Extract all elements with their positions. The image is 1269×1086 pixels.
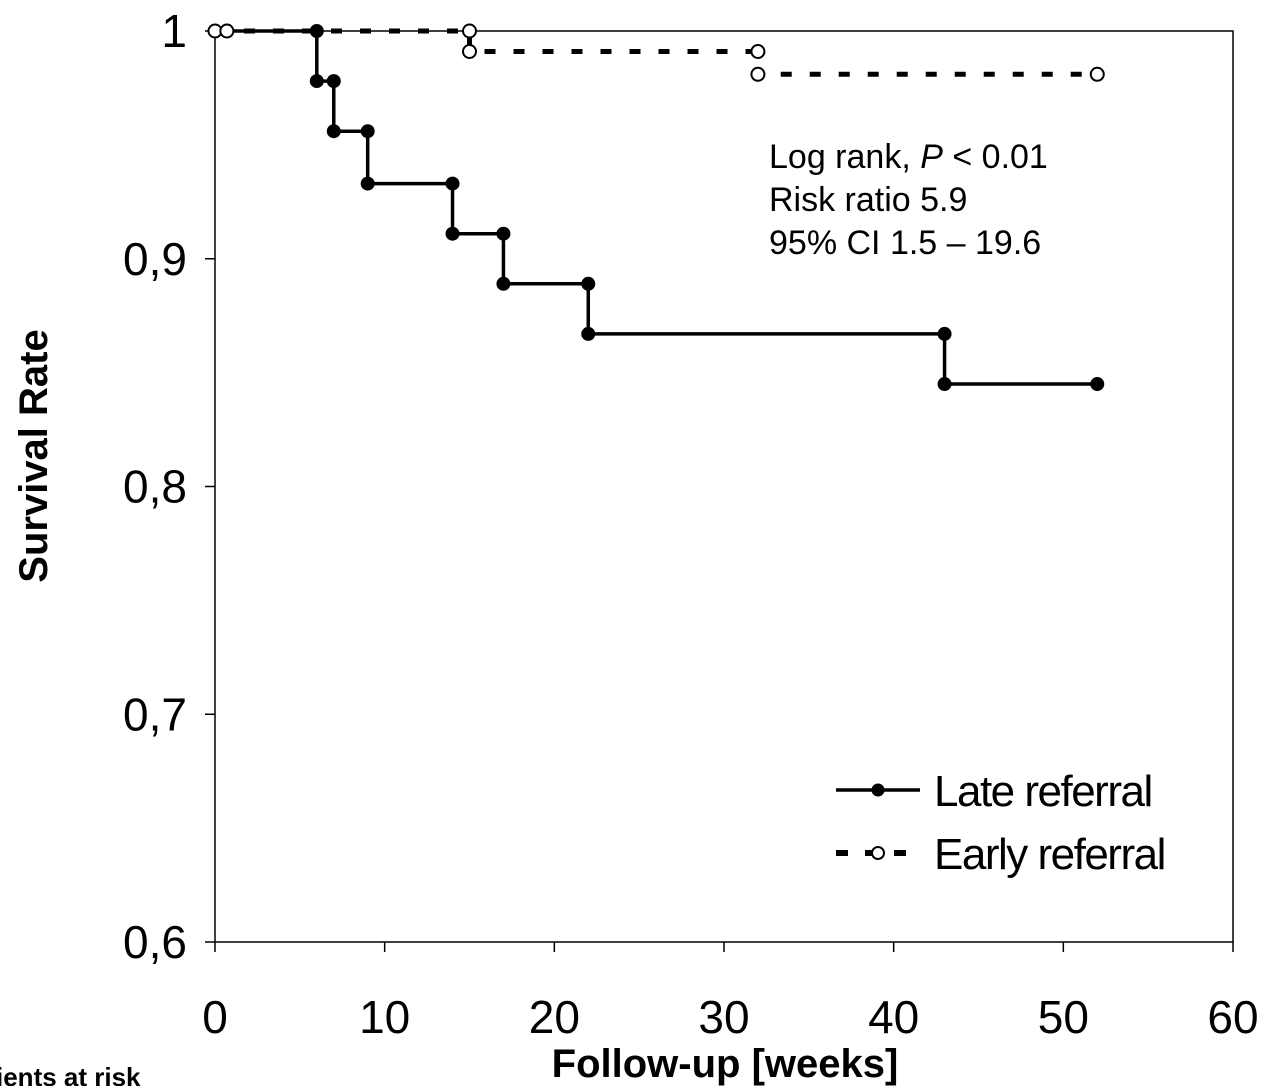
annotation-block: Log rank, P < 0.01 Risk ratio 5.9 95% CI… (769, 138, 1048, 262)
series-0-point-2 (309, 74, 324, 89)
legend: Late referral Early referral (836, 767, 1166, 879)
x-tick-label-2: 20 (529, 991, 580, 1043)
legend-entry-early-referral: Early referral (836, 830, 1166, 879)
series-0-point-5 (360, 124, 375, 139)
legend-label-late-referral: Late referral (934, 767, 1152, 816)
x-tick-label-4: 40 (868, 991, 919, 1043)
series-1-point-4 (750, 43, 766, 59)
series-1-point-6 (1089, 66, 1105, 82)
series-line-0 (215, 29, 1098, 386)
x-axis-title: Follow-up [weeks] (552, 1042, 899, 1086)
series-0-point-11 (581, 276, 596, 291)
legend-entry-late-referral: Late referral (836, 767, 1153, 816)
series-0-point-13 (937, 326, 952, 341)
series-0-point-3 (326, 74, 341, 89)
annotation-line-3: 95% CI 1.5 – 19.6 (769, 224, 1041, 262)
annotation-line-2: Risk ratio 5.9 (769, 181, 967, 219)
y-tick-label-2: 0,8 (123, 461, 187, 513)
y-tick-label-0: 0,6 (123, 916, 187, 968)
series-0-point-1 (309, 24, 324, 38)
series-0-point-7 (445, 176, 460, 191)
series-0-point-15 (1090, 377, 1105, 392)
series-1-point-3 (462, 43, 477, 59)
annotation-line-1: Log rank, P < 0.01 (769, 138, 1048, 176)
series-0 (208, 24, 1105, 392)
series-1 (207, 23, 1105, 82)
series-0-point-4 (326, 124, 341, 139)
x-tick-label-5: 50 (1038, 991, 1089, 1043)
series-1-point-2 (462, 23, 477, 39)
legend-label-early-referral: Early referral (934, 830, 1165, 879)
series-0-point-10 (496, 276, 511, 291)
annotation-part-3-1: 95% CI 1.5 – 19.6 (769, 224, 1041, 262)
annotation-part-1-2: P (920, 138, 943, 176)
y-tick-label-3: 0,9 (123, 233, 187, 285)
annotation-part-1-1: Log rank, (769, 138, 920, 176)
series-0-point-6 (360, 176, 375, 191)
x-tick-label-0: 0 (202, 991, 228, 1043)
y-tick-label-1: 0,7 (123, 688, 187, 740)
y-axis-title: Survival Rate (12, 329, 56, 582)
footer-text: ients at risk (0, 1062, 141, 1086)
x-tick-label-3: 30 (698, 991, 749, 1043)
annotation-part-1-3: < 0.01 (943, 138, 1048, 176)
axes: 0 10 20 30 40 50 60 0,6 0,7 0,8 0,9 1 (123, 5, 1259, 1043)
series-0-point-9 (496, 226, 511, 241)
y-tick-label-4: 1 (161, 5, 187, 57)
x-tick-label-1: 10 (359, 991, 410, 1043)
annotation-part-2-1: Risk ratio 5.9 (769, 181, 967, 219)
series-0-point-14 (937, 377, 952, 392)
series-0-point-12 (581, 326, 596, 341)
series-0-point-8 (445, 226, 460, 241)
series-layer (207, 23, 1105, 392)
series-1-point-5 (750, 66, 766, 82)
legend-marker-early-referral (871, 846, 885, 860)
series-1-point-1 (219, 23, 235, 39)
series-line-1 (215, 28, 1098, 77)
legend-marker-late-referral (871, 783, 885, 797)
x-tick-label-6: 60 (1207, 991, 1258, 1043)
